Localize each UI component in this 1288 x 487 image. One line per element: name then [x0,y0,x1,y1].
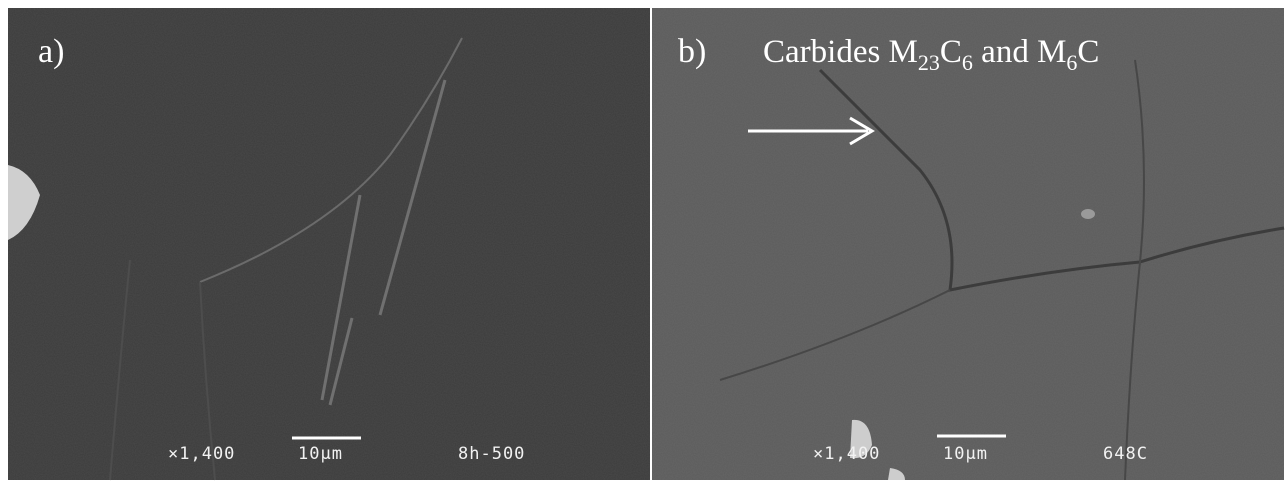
magnification: ×1,400 [168,444,235,464]
page: {"panel_a": {"label": "a)", "magnificati… [0,0,1288,487]
scale-label: 10µm [298,444,343,464]
texture [8,8,650,480]
panel-b: b) Carbides M23C6 and M6C ×1,400 10µm 64… [652,8,1284,480]
panel-label: b) [678,33,706,70]
panel-label: a) [38,33,64,70]
particle [1081,209,1095,219]
figure: a) ×1,400 10µm 8h-500 b) Carbides M23C6 … [0,0,1288,487]
magnification: ×1,400 [813,444,880,464]
sample-label: 8h-500 [458,444,525,464]
sample-label: 648C [1103,444,1148,464]
texture [652,8,1284,480]
panel-a: a) ×1,400 10µm 8h-500 [8,8,650,480]
scale-label: 10µm [943,444,988,464]
